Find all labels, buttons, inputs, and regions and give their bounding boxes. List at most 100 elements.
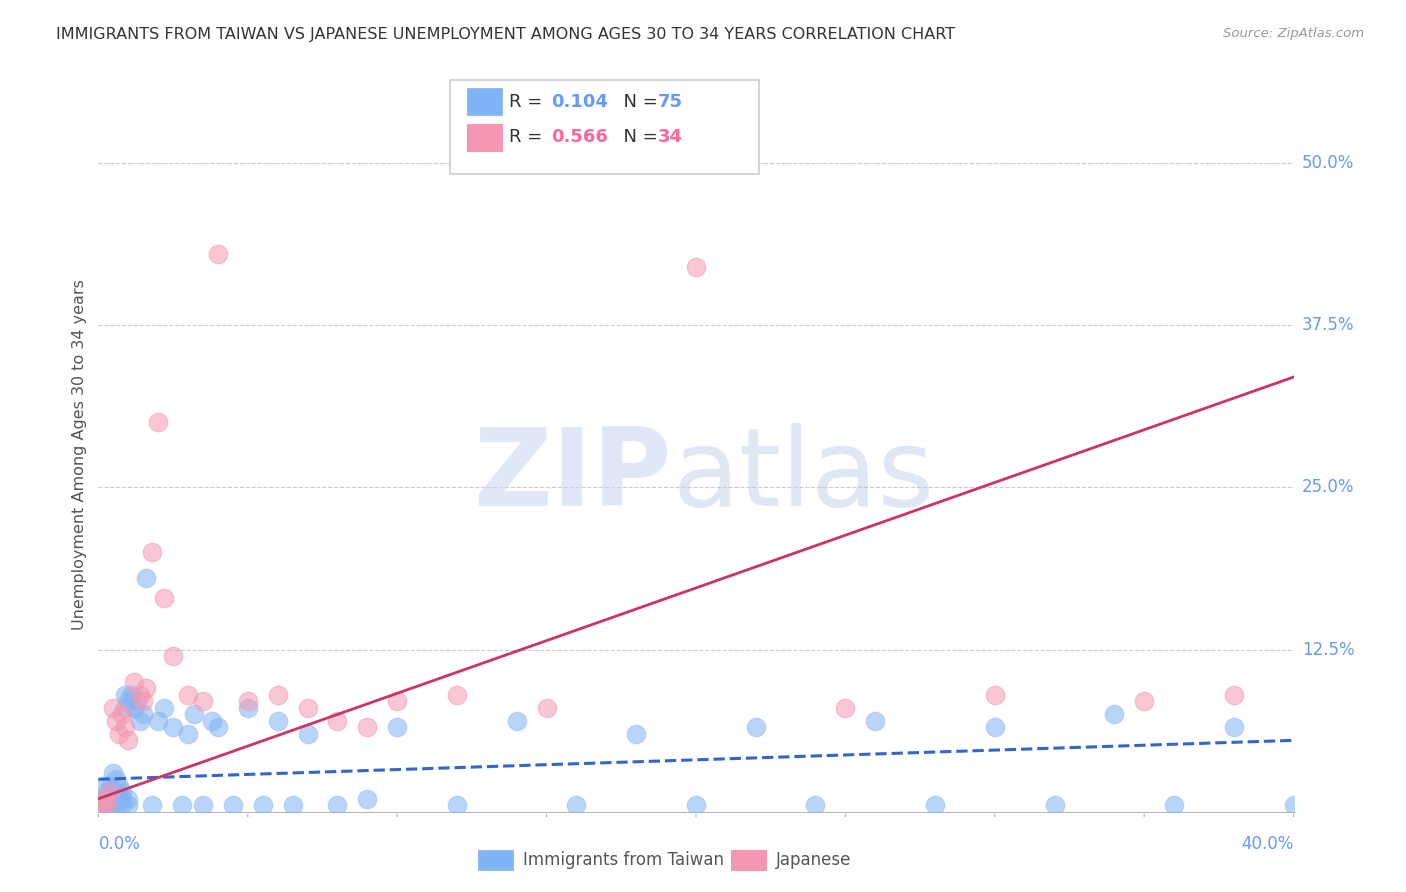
Point (865, 714, 887, 728)
Point (834, 701, 856, 715)
Point (267, 688, 290, 702)
Point (98, 779, 122, 793)
Point (236, 694, 259, 708)
Point (141, 798, 163, 813)
Point (111, 791, 134, 805)
Text: 75: 75 (658, 93, 683, 111)
Y-axis label: Unemployment Among Ages 30 to 34 years: Unemployment Among Ages 30 to 34 years (72, 279, 87, 631)
Point (96, 798, 118, 813)
Point (385, 720, 409, 734)
Point (108, 727, 131, 741)
Point (111, 707, 134, 722)
Point (129, 714, 152, 728)
Point (1282, 798, 1305, 813)
Point (96, 785, 118, 799)
Point (117, 798, 139, 813)
Point (90, 791, 112, 805)
Text: R =: R = (509, 128, 548, 146)
Text: N =: N = (612, 128, 664, 146)
Point (297, 701, 319, 715)
Point (1104, 707, 1126, 722)
Point (252, 798, 274, 813)
Text: Japanese: Japanese (776, 851, 852, 869)
Point (924, 798, 946, 813)
Point (135, 571, 157, 585)
Text: Immigrants from Taiwan: Immigrants from Taiwan (523, 851, 724, 869)
Point (172, 798, 194, 813)
Point (1223, 720, 1246, 734)
Point (177, 727, 200, 741)
Point (685, 260, 707, 274)
Point (1133, 694, 1156, 708)
Point (153, 701, 176, 715)
Point (132, 694, 155, 708)
Point (135, 681, 157, 696)
Point (98, 785, 122, 799)
Point (105, 714, 128, 728)
Point (120, 688, 142, 702)
Point (103, 791, 125, 805)
Point (191, 798, 214, 813)
Point (129, 688, 152, 702)
Point (1223, 688, 1246, 702)
Point (103, 798, 125, 813)
Point (96, 798, 118, 813)
Point (177, 688, 200, 702)
Point (153, 591, 176, 605)
Point (626, 727, 648, 741)
Text: 37.5%: 37.5% (1302, 316, 1354, 334)
Point (141, 545, 163, 559)
Point (804, 798, 827, 813)
Point (108, 791, 131, 805)
Point (1043, 798, 1066, 813)
Point (207, 720, 229, 734)
Point (103, 701, 125, 715)
Point (326, 714, 349, 728)
Text: atlas: atlas (672, 424, 934, 529)
Point (124, 675, 146, 690)
Point (536, 701, 558, 715)
Point (356, 720, 378, 734)
Point (565, 798, 588, 813)
Text: 12.5%: 12.5% (1302, 640, 1354, 658)
Point (1163, 798, 1185, 813)
Point (132, 707, 155, 722)
Point (98, 798, 122, 813)
Point (105, 798, 128, 813)
Point (148, 416, 170, 430)
Point (984, 720, 1007, 734)
Point (207, 247, 229, 261)
Text: 0.104: 0.104 (551, 93, 607, 111)
Text: 50.0%: 50.0% (1302, 154, 1354, 172)
Point (267, 714, 290, 728)
Point (96, 791, 118, 805)
Point (201, 714, 224, 728)
Point (114, 688, 136, 702)
Point (114, 720, 136, 734)
Point (90, 798, 112, 813)
Text: 40.0%: 40.0% (1241, 835, 1294, 853)
Point (222, 798, 245, 813)
Point (114, 701, 136, 715)
Text: 0.566: 0.566 (551, 128, 607, 146)
Point (111, 785, 134, 799)
Text: N =: N = (612, 93, 664, 111)
Point (117, 733, 139, 747)
Point (148, 714, 170, 728)
Point (162, 720, 184, 734)
Point (93, 798, 115, 813)
Point (98, 791, 122, 805)
Text: ZIP: ZIP (474, 424, 672, 529)
Text: 25.0%: 25.0% (1302, 478, 1354, 496)
Point (108, 779, 131, 793)
Point (385, 694, 409, 708)
Point (356, 791, 378, 805)
Point (127, 694, 149, 708)
Point (124, 701, 146, 715)
Point (162, 648, 184, 663)
Point (326, 798, 349, 813)
Point (105, 785, 128, 799)
Point (446, 798, 468, 813)
Point (685, 798, 707, 813)
Text: 0.0%: 0.0% (98, 835, 141, 853)
